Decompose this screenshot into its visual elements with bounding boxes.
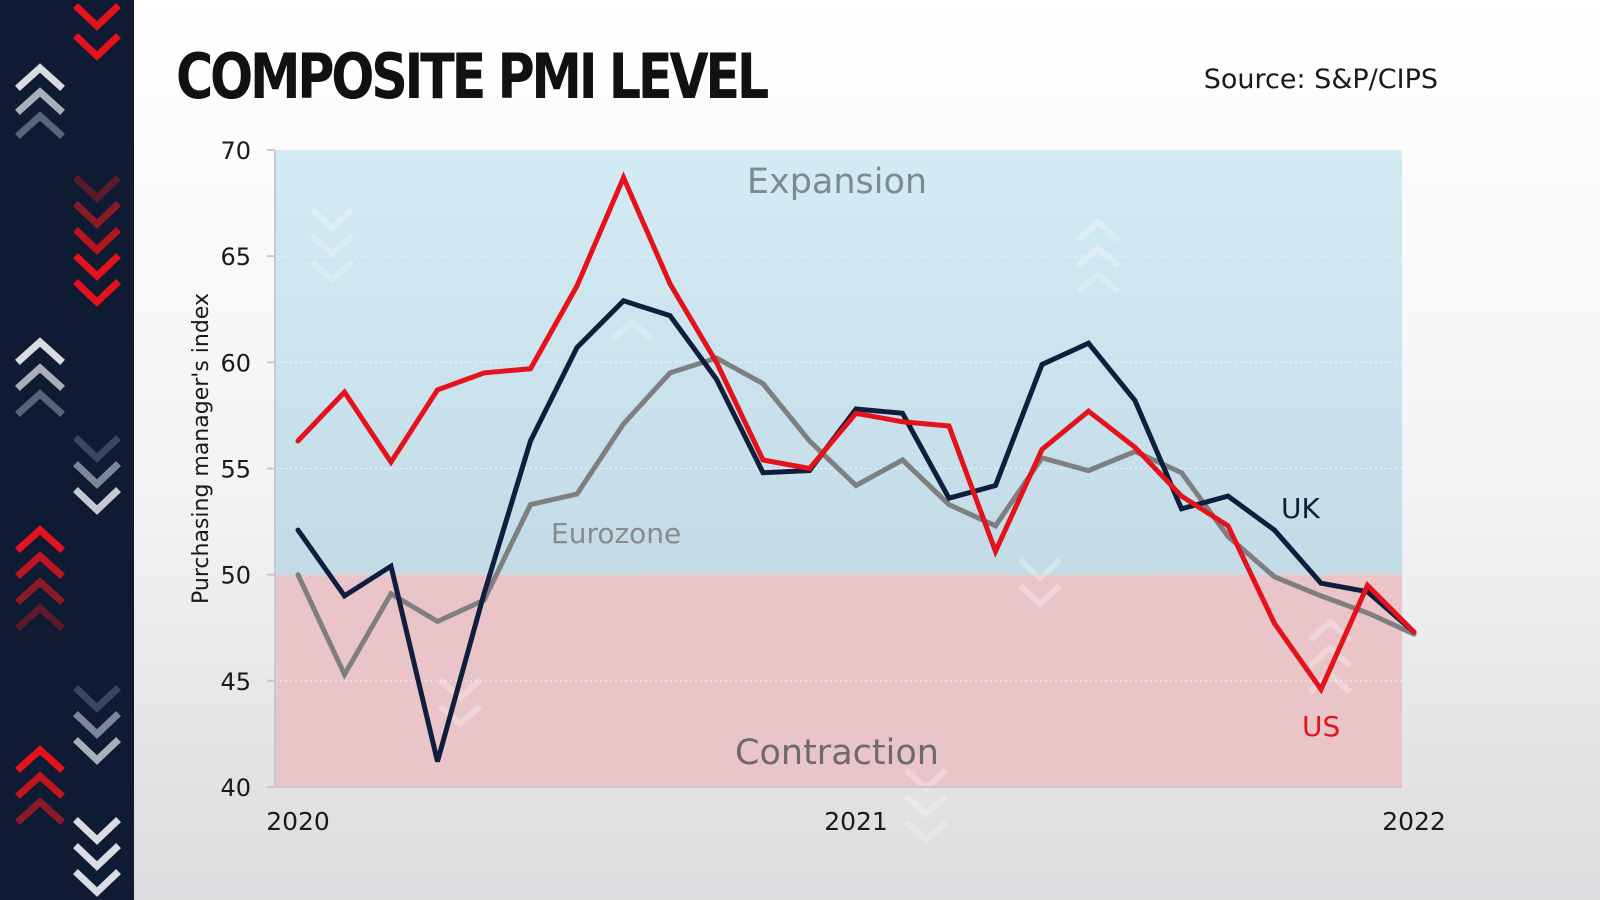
series-label-eurozone: Eurozone <box>551 517 681 550</box>
y-axis-title: Purchasing manager's index <box>189 293 214 604</box>
y-tick-label: 40 <box>220 774 251 802</box>
page-title: COMPOSITE PMI LEVEL <box>176 40 769 113</box>
decorative-side-strip <box>0 0 134 900</box>
y-tick-label: 65 <box>220 243 251 271</box>
y-tick-label: 50 <box>220 562 251 590</box>
source-note: Source: S&P/CIPS <box>1203 64 1438 95</box>
chevron-pattern-icon <box>15 3 121 897</box>
expansion-region <box>275 150 1402 575</box>
contraction-label: Contraction <box>735 733 939 773</box>
y-tick-label: 45 <box>220 668 251 696</box>
series-line-uk <box>295 297 1417 763</box>
y-tick-label: 60 <box>220 349 251 377</box>
x-tick-label: 2021 <box>824 807 888 836</box>
x-tick-label: 2020 <box>266 807 330 836</box>
series-label-uk: UK <box>1281 492 1320 525</box>
y-tick-label: 55 <box>220 456 251 484</box>
series-label-us: US <box>1302 710 1340 743</box>
x-tick-label: 2022 <box>1382 807 1446 836</box>
expansion-label: Expansion <box>747 162 927 202</box>
y-tick-label: 70 <box>220 137 251 165</box>
series-line-us <box>295 171 1417 695</box>
